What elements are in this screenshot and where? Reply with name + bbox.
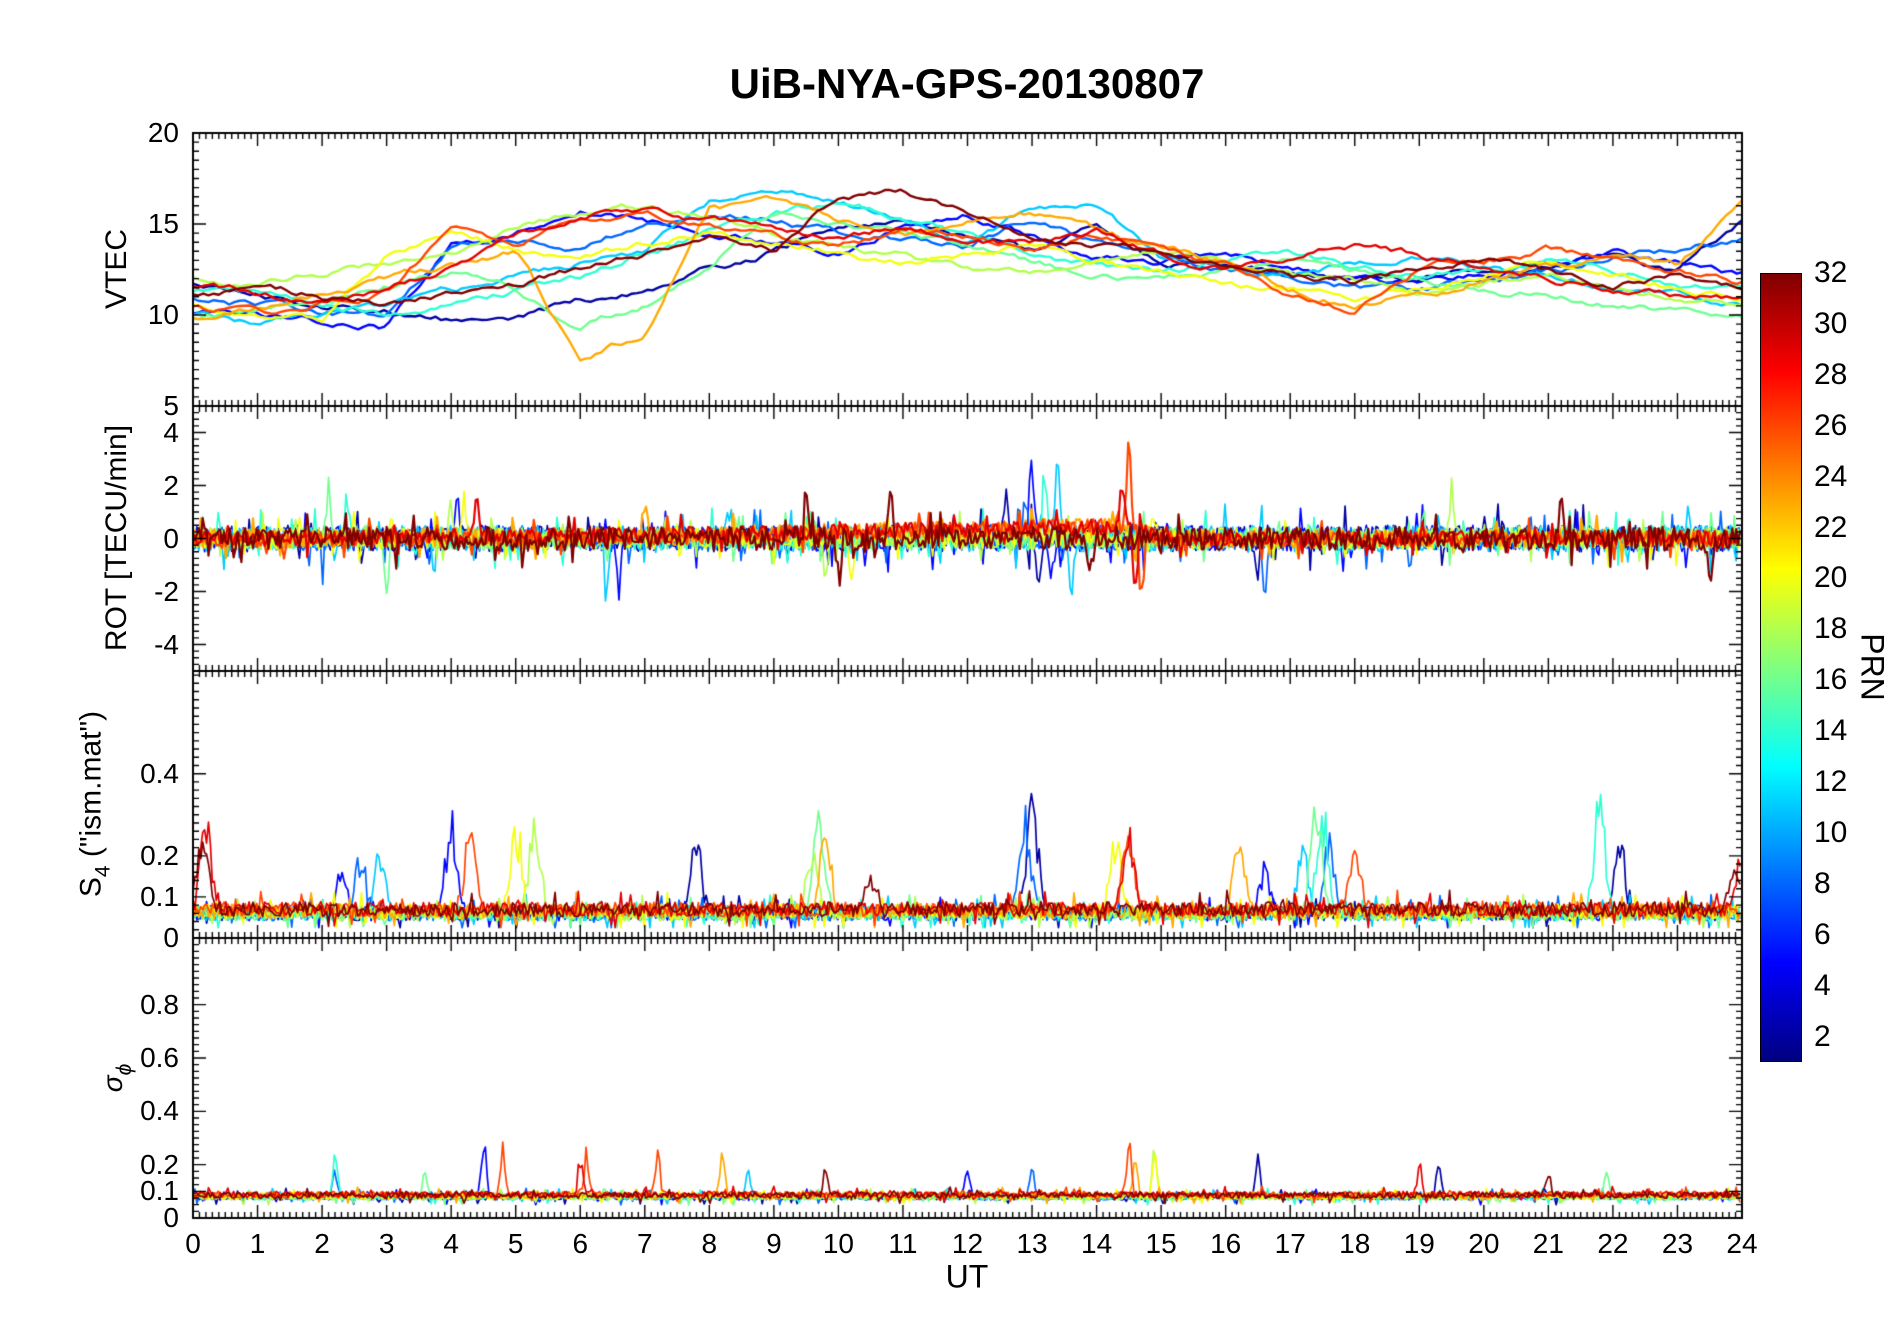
colorbar-gradient [1760,273,1802,1062]
y-tick-label: 0.6 [140,1042,179,1073]
chart-title: UiB-NYA-GPS-20130807 [729,60,1205,107]
colorbar-tick-label: 28 [1814,357,1848,391]
ylabel-s4: S4 ("ism.mat") [75,711,116,897]
y-tick-label: 10 [147,299,179,330]
y-tick-label: 0.8 [140,988,179,1020]
ylabel-rot: ROT [TECU/min] [100,424,133,652]
y-tick-label: 2 [163,469,179,501]
y-tick-label: 0.1 [140,1175,179,1207]
y-tick-label: 0.4 [140,1095,179,1127]
colorbar-tick-label: 32 [1814,256,1848,289]
y-tick-label: -4 [154,628,179,660]
x-tick-label: 16 [1210,1228,1242,1259]
x-tick-label: 14 [1081,1228,1113,1259]
xlabel-ut: UT [945,1258,989,1295]
x-tick-label: 10 [822,1228,854,1259]
colorbar-tick-label: 18 [1814,612,1848,646]
s4-sub: 4 [91,865,115,878]
y-tick-label: 0.2 [140,1148,179,1180]
y-tick-label: 20 [147,117,179,148]
colorbar-tick-label: 24 [1814,459,1848,493]
s4-rest: ("ism.mat") [74,710,108,866]
x-tick-label: 3 [378,1228,395,1259]
y-tick-label: 0 [163,522,179,554]
colorbar-tick-label: 12 [1814,765,1848,799]
colorbar-tick-label: 16 [1814,663,1848,697]
y-tick-label: 0.4 [140,757,179,789]
y-tick-label: 15 [147,208,179,239]
y-tick-label: -2 [154,575,179,607]
x-tick-label: 4 [443,1228,459,1259]
sigma-sub: ϕ [113,1063,136,1076]
x-tick-label: 5 [507,1228,524,1259]
y-tick-label: 0 [163,922,179,953]
x-tick-label: 11 [888,1228,918,1259]
x-tick-label: 24 [1726,1228,1758,1259]
x-tick-label: 7 [636,1228,653,1259]
x-tick-label: 22 [1597,1228,1629,1259]
colorbar-tick-label: 20 [1814,561,1848,595]
y-tick-label: 4 [163,416,179,448]
x-tick-label: 0 [185,1228,201,1259]
s4-main: S [74,877,108,898]
x-tick-label: 20 [1468,1228,1500,1259]
x-tick-label: 6 [572,1228,589,1259]
x-tick-label: 21 [1532,1228,1564,1259]
colorbar-tick-label: 26 [1814,408,1848,442]
x-tick-label: 9 [766,1228,782,1259]
colorbar-tick-label: 8 [1814,866,1831,900]
sigma-main: σ [97,1075,128,1093]
y-tick-label: 5 [163,390,179,421]
x-tick-label: 17 [1274,1228,1306,1259]
colorbar-tick-label: 14 [1814,714,1848,748]
y-tick-label: 0.1 [140,880,179,912]
x-tick-label: 1 [249,1228,266,1259]
colorbar-tick-label: 10 [1814,815,1848,849]
y-tick-label: 0 [163,1202,179,1233]
colorbar-tick-label: 4 [1814,968,1831,1002]
x-tick-label: 13 [1016,1228,1048,1259]
colorbar-tick-label: 22 [1814,510,1848,544]
colorbar-label-prn: PRN [1854,633,1891,701]
colorbar-tick-label: 30 [1814,306,1848,340]
colorbar-tick-label: 6 [1814,917,1831,951]
x-tick-label: 12 [951,1228,984,1259]
ylabel-vtec: VTEC [100,228,133,310]
ylabel-sigma-phi: σϕ [97,1064,137,1093]
x-tick-label: 8 [701,1228,718,1259]
x-tick-label: 18 [1339,1228,1371,1259]
y-tick-label: 0.2 [140,839,179,871]
x-tick-label: 2 [314,1228,330,1259]
x-tick-label: 15 [1145,1228,1177,1259]
x-tick-label: 19 [1403,1228,1435,1259]
colorbar-tick-label: 2 [1814,1019,1831,1053]
x-tick-label: 23 [1661,1228,1694,1259]
